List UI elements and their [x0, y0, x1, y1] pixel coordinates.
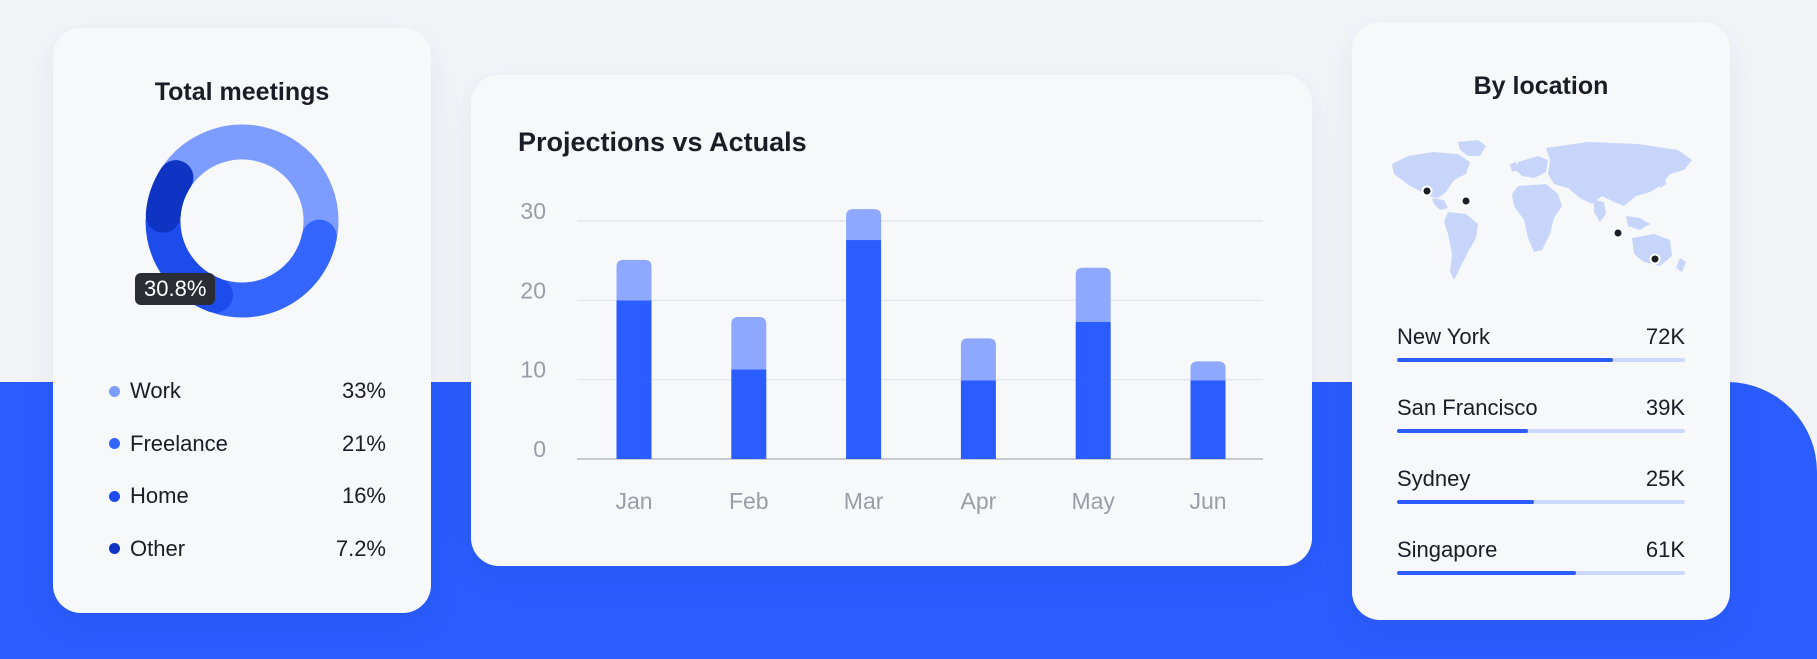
map-marker [1649, 253, 1661, 265]
legend-value: 7.2% [335, 535, 386, 561]
legend-value: 16% [341, 483, 386, 508]
bar-chart: 0 10 20 30 Jan Feb Mar Apr May Jun [520, 198, 1263, 514]
location-value: 25K [1645, 466, 1685, 491]
progress-fill [1397, 358, 1613, 362]
total-meetings-card: Total meetings 30.8% Work 33% Freelance 21%… [53, 28, 431, 613]
location-value: 72K [1645, 324, 1685, 349]
location-list: New York 72K San Francisco 39K Sydney 25K Sing… [1397, 324, 1685, 608]
bar-segment-actual[interactable] [731, 369, 767, 459]
location-value: 61K [1645, 537, 1685, 562]
bar-segment-actual[interactable] [960, 380, 996, 459]
map-marker [1421, 185, 1433, 197]
location-row: Singapore 61K [1397, 537, 1685, 565]
legend-item: Freelance 21% [109, 431, 386, 457]
progress-fill [1397, 500, 1534, 504]
location-city: Sydney [1397, 466, 1471, 491]
chart-title: Projections vs Actuals [518, 127, 807, 157]
legend-dot-icon [109, 490, 120, 502]
map-marker [1612, 227, 1624, 239]
location-item: San Francisco 39K [1397, 395, 1685, 466]
bar-segment-actual[interactable] [1075, 321, 1111, 459]
legend-item: Work 33% [109, 378, 386, 404]
donut-slice-other[interactable] [145, 160, 194, 233]
location-city: New York [1397, 324, 1490, 349]
location-city: San Francisco [1397, 395, 1538, 420]
y-tick-label: 10 [520, 357, 546, 383]
legend-label: Other [130, 535, 186, 561]
x-tick-label: Feb [729, 488, 769, 514]
bar-segment-projection[interactable] [960, 338, 996, 381]
legend-label: Home [130, 483, 189, 508]
x-tick-label: Jan [615, 488, 652, 514]
location-item: Sydney 25K [1397, 466, 1685, 537]
bar-segment-projection[interactable] [1075, 267, 1111, 322]
legend-item: Other 7.2% [109, 536, 386, 562]
y-tick-label: 0 [533, 436, 546, 462]
card-title: Total meetings [154, 78, 330, 106]
bar-segment-actual[interactable] [846, 240, 882, 459]
bar-segment-projection[interactable] [616, 259, 652, 301]
legend-value: 21% [341, 430, 386, 456]
location-row: San Francisco 39K [1397, 395, 1685, 423]
legend-label: Work [130, 378, 181, 403]
bar-segment-actual[interactable] [616, 300, 652, 459]
location-row: Sydney 25K [1397, 466, 1685, 494]
legend-dot-icon [109, 543, 120, 554]
location-value: 39K [1645, 395, 1685, 420]
location-city: Singapore [1397, 537, 1498, 562]
location-item: Singapore 61K [1397, 537, 1685, 608]
x-tick-label: Apr [961, 488, 997, 514]
legend-item: Home 16% [109, 483, 386, 509]
legend-value: 33% [341, 378, 386, 403]
donut-tooltip: 30.8% [135, 273, 216, 305]
x-tick-label: Mar [844, 488, 884, 514]
progress-fill [1397, 571, 1576, 575]
legend: Work 33% Freelance 21% Home 16% Other 7.2% [109, 378, 386, 588]
y-tick-label: 30 [520, 198, 546, 224]
bar-segment-actual[interactable] [1190, 380, 1226, 459]
world-map [1392, 140, 1692, 280]
bar-segment-projection[interactable] [1190, 361, 1226, 381]
donut-slice-work[interactable] [162, 124, 339, 249]
x-tick-label: May [1071, 488, 1115, 514]
location-card: By location New York 72K San Francisco 39K S… [1352, 22, 1730, 620]
legend-label: Freelance [130, 430, 228, 456]
bar-segment-projection[interactable] [731, 316, 767, 370]
legend-dot-icon [109, 438, 120, 449]
y-tick-label: 20 [520, 277, 546, 303]
progress-track [1397, 571, 1685, 575]
location-item: New York 72K [1397, 324, 1685, 395]
legend-dot-icon [109, 385, 120, 397]
card-title: By location [1473, 72, 1609, 100]
donut-slice-freelance[interactable] [203, 219, 337, 318]
progress-track [1397, 358, 1685, 362]
map-marker [1460, 195, 1472, 207]
progress-fill [1397, 429, 1529, 433]
progress-track [1397, 429, 1685, 433]
progress-track [1397, 500, 1685, 504]
location-row: New York 72K [1397, 324, 1685, 352]
bar-segment-projection[interactable] [846, 209, 882, 241]
projections-card: Projections vs Actuals 0 10 20 30 Jan Feb Mar A… [471, 75, 1312, 566]
x-tick-label: Jun [1189, 488, 1226, 514]
